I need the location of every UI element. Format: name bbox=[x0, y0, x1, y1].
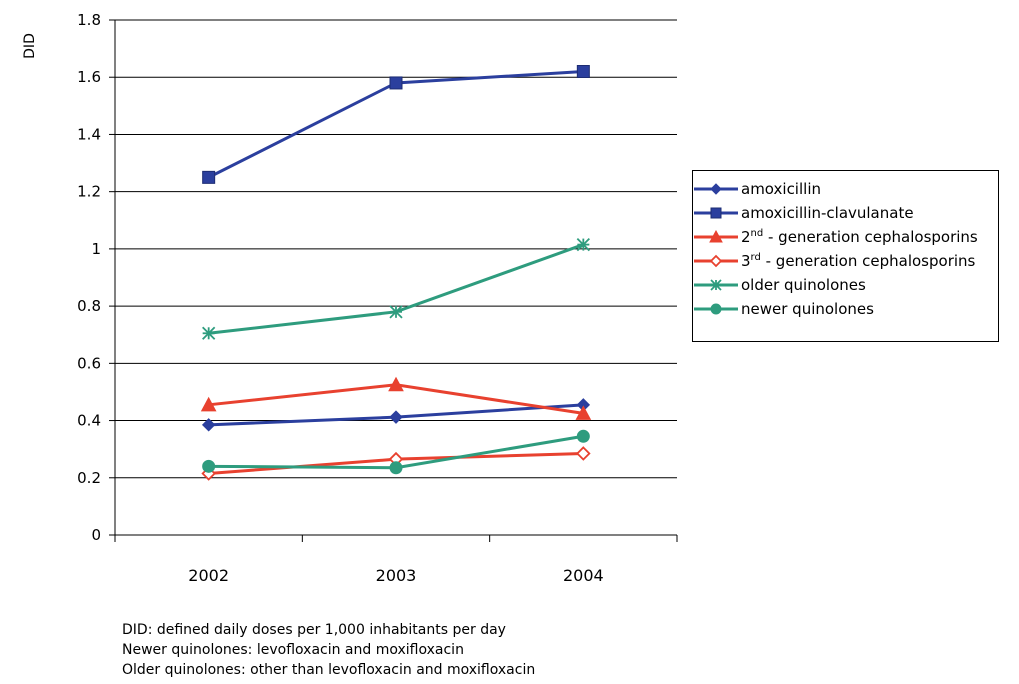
data-point bbox=[203, 460, 215, 472]
legend-marker bbox=[711, 304, 721, 314]
y-axis-label: DID bbox=[22, 33, 38, 59]
data-point bbox=[390, 77, 402, 89]
data-point bbox=[577, 447, 589, 459]
data-point bbox=[203, 171, 215, 183]
y-tick-label: 1.4 bbox=[77, 125, 101, 143]
y-tick-label: 1.6 bbox=[77, 68, 101, 86]
footnote-older-quinolones: Older quinolones: other than levofloxaci… bbox=[122, 660, 535, 680]
y-tick-label: 0.4 bbox=[77, 412, 101, 430]
legend-item: amoxicillin bbox=[693, 177, 998, 201]
legend-label: amoxicillin bbox=[741, 180, 821, 198]
legend-swatch-icon bbox=[693, 230, 739, 244]
legend-label: amoxicillin-clavulanate bbox=[741, 204, 914, 222]
legend: amoxicillin amoxicillin-clavulanate 2nd … bbox=[692, 170, 999, 342]
legend-marker bbox=[711, 280, 721, 290]
y-tick-label: 0.2 bbox=[77, 469, 101, 487]
data-point bbox=[577, 66, 589, 78]
legend-label: 3 bbox=[741, 252, 751, 270]
legend-swatch-icon bbox=[693, 302, 739, 316]
y-tick-label: 1.2 bbox=[77, 183, 101, 201]
legend-label-sup: rd bbox=[751, 252, 761, 263]
data-point bbox=[577, 239, 589, 251]
y-tick-label: 1 bbox=[91, 240, 101, 258]
legend-label: older quinolones bbox=[741, 276, 866, 294]
legend-item: 2nd - generation cephalosporins bbox=[693, 225, 998, 249]
data-point bbox=[203, 327, 215, 339]
legend-item: amoxicillin-clavulanate bbox=[693, 201, 998, 225]
y-tick-label: 0.8 bbox=[77, 297, 101, 315]
data-point bbox=[390, 462, 402, 474]
footnote-newer-quinolones: Newer quinolones: levofloxacin and moxif… bbox=[122, 640, 535, 660]
x-tick-label: 2004 bbox=[563, 566, 604, 585]
legend-label-rest: - generation cephalosporins bbox=[763, 228, 978, 246]
legend-swatch-icon bbox=[693, 254, 739, 268]
legend-marker bbox=[711, 256, 721, 266]
legend-swatch-icon bbox=[693, 206, 739, 220]
legend-item: newer quinolones bbox=[693, 297, 998, 321]
legend-marker bbox=[711, 184, 721, 194]
legend-swatch-icon bbox=[693, 182, 739, 196]
legend-label: newer quinolones bbox=[741, 300, 874, 318]
legend-marker bbox=[711, 208, 721, 218]
y-tick-label: 0 bbox=[91, 526, 101, 544]
footnote-did: DID: defined daily doses per 1,000 inhab… bbox=[122, 620, 535, 640]
legend-item: 3rd - generation cephalosporins bbox=[693, 249, 998, 273]
y-tick-label: 1.8 bbox=[77, 11, 101, 29]
y-tick-label: 0.6 bbox=[77, 354, 101, 372]
legend-label: 2 bbox=[741, 228, 751, 246]
legend-label-sup: nd bbox=[751, 228, 764, 239]
legend-label-rest: - generation cephalosporins bbox=[761, 252, 976, 270]
data-point bbox=[577, 430, 589, 442]
legend-swatch-icon bbox=[693, 278, 739, 292]
data-point bbox=[390, 306, 402, 318]
series-line bbox=[209, 245, 584, 334]
x-tick-label: 2003 bbox=[376, 566, 417, 585]
footnotes: DID: defined daily doses per 1,000 inhab… bbox=[122, 620, 535, 680]
legend-item: older quinolones bbox=[693, 273, 998, 297]
data-point bbox=[390, 411, 402, 423]
x-tick-label: 2002 bbox=[188, 566, 229, 585]
